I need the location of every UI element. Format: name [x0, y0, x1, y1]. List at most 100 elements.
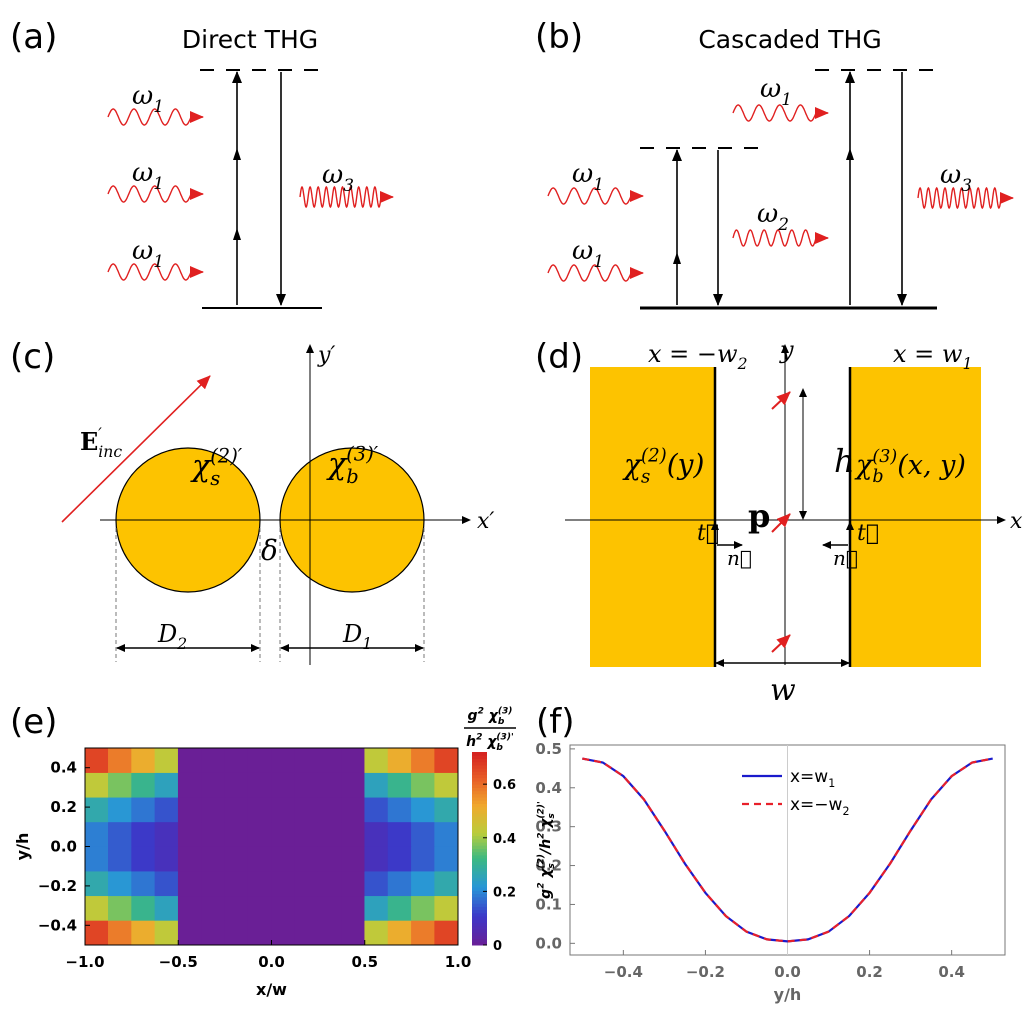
heat-cell: [84, 846, 109, 872]
label-part: 2: [176, 635, 187, 653]
y-tick-label: −0.2: [38, 877, 77, 895]
heat-cell: [411, 846, 435, 872]
label-part: 1: [593, 174, 604, 194]
heat-cell: [177, 920, 202, 946]
math-label: Einc′: [80, 425, 122, 461]
heat-cell: [201, 796, 226, 823]
colorbar-slice: [472, 793, 487, 798]
heat-cell: [224, 796, 249, 823]
heat-cell: [271, 747, 296, 773]
heat-cell: [341, 796, 366, 823]
heat-cell: [364, 772, 389, 798]
heat-cell: [411, 796, 435, 823]
heat-cell: [247, 895, 272, 921]
colorbar-slice: [472, 919, 487, 923]
colorbar-slice: [472, 758, 487, 763]
label-part: (x, y): [897, 450, 966, 481]
y-axis-label: g2 χs(2)/h2 χs(2)': [537, 801, 558, 899]
heat-cell: [294, 895, 319, 921]
heat-cell: [108, 846, 132, 872]
heat-cell: [131, 747, 156, 773]
heat-cell: [201, 772, 226, 798]
heat-cell: [434, 920, 459, 946]
label-part: χ: [622, 448, 643, 481]
panel-label: (b): [535, 17, 583, 57]
colorbar-slice: [472, 916, 487, 920]
heat-cell: [387, 895, 412, 921]
dipole: [771, 391, 791, 410]
series-line: [582, 757, 993, 943]
label-part: g: [538, 889, 554, 899]
panel-label: (e): [10, 702, 57, 742]
label-part: 1: [153, 251, 164, 271]
colorbar-slice: [472, 928, 487, 933]
math-label: x′: [477, 509, 494, 534]
colorbar-slice: [472, 822, 487, 827]
label-part: n⃗: [727, 546, 752, 570]
label-part: x′: [477, 509, 494, 534]
x-tick-label: −1.0: [65, 953, 104, 971]
heat-cell: [387, 821, 412, 847]
label-part: 2: [537, 833, 547, 839]
math-label: ω1: [132, 158, 164, 193]
math-label: ω1: [132, 236, 164, 271]
panel-a-levels: [200, 69, 322, 309]
label-part: ω: [322, 160, 343, 190]
math-label: χs(2)′: [190, 445, 243, 491]
label-part: s: [547, 813, 557, 819]
label-part: ω: [132, 81, 153, 111]
label-part: x = −w: [648, 340, 738, 368]
heat-cell: [177, 772, 202, 798]
math-label: ω1: [760, 74, 792, 109]
heat-cell: [434, 796, 459, 823]
colorbar-slice: [472, 835, 487, 840]
label-part: g: [468, 708, 478, 724]
heat-cell: [341, 870, 366, 897]
guides: [115, 528, 425, 662]
panel-label: (d): [535, 337, 583, 377]
heat-cell: [364, 821, 389, 847]
heat-cell: [317, 895, 342, 921]
label-part: x=w: [790, 767, 828, 787]
label-part: b: [872, 467, 883, 487]
heat-cell: [434, 821, 459, 847]
math-label: ω1: [572, 159, 604, 194]
heat-cell: [364, 895, 389, 921]
colorbar-slice: [472, 932, 487, 936]
heat-cell: [434, 747, 459, 773]
legend-label: x=−w2: [790, 795, 849, 818]
panel-b-levels: [640, 69, 937, 310]
heat-cell: [294, 821, 319, 847]
colorbar-slice: [472, 800, 487, 804]
y-tick-label: 0.2: [50, 798, 77, 816]
label-part: ω: [132, 158, 153, 188]
heat-cell: [131, 846, 156, 872]
photon: [732, 104, 829, 122]
heat-cell: [131, 772, 156, 798]
heat-cell: [294, 870, 319, 897]
colorbar-tick-label: 0.4: [493, 832, 516, 847]
slab: [590, 367, 715, 667]
x-tick-label: −0.4: [604, 963, 643, 981]
math-label: χb(3)(x, y): [854, 447, 966, 487]
x-axis-label: y/h: [774, 985, 802, 1004]
colorbar-slice: [472, 867, 487, 872]
label-part: ω: [572, 236, 593, 266]
label-part: y′: [317, 343, 335, 368]
label-part: h: [834, 442, 855, 480]
x-axis-label: x/w: [256, 980, 287, 999]
math-label: w: [770, 673, 796, 708]
heat-cell: [294, 772, 319, 798]
heat-cell: [317, 772, 342, 798]
y-tick-label: 0.1: [535, 895, 562, 913]
heat-cell: [201, 870, 226, 897]
heat-cell: [84, 821, 109, 847]
label-part: t⃗: [697, 521, 719, 546]
heat-cell: [387, 772, 412, 798]
heat-cell: [224, 846, 249, 872]
heat-cell: [247, 796, 272, 823]
colorbar-slice: [472, 845, 487, 849]
heat-cell: [131, 796, 156, 823]
heat-cell: [294, 920, 319, 946]
heat-cell: [271, 895, 296, 921]
